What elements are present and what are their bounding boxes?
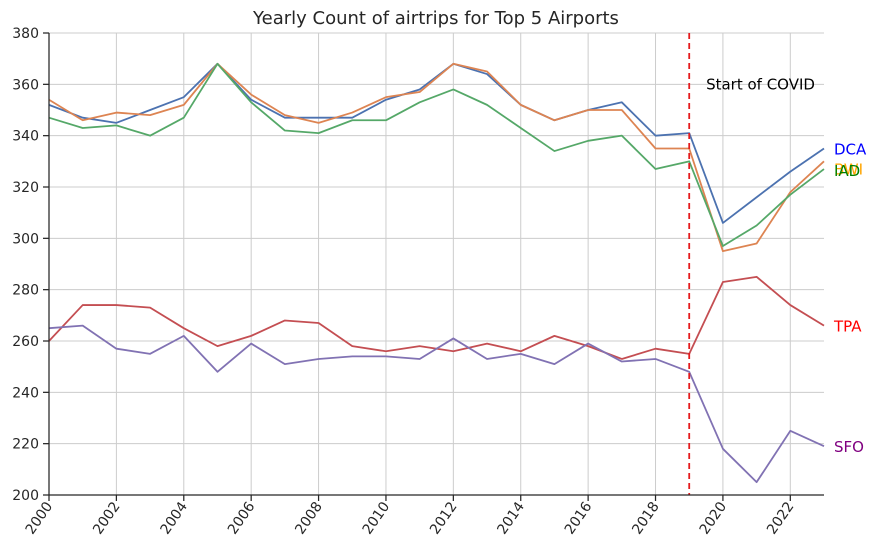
x-tick-label: 2016 <box>562 499 596 537</box>
x-tick: 2018 <box>629 495 663 537</box>
x-tick: 2008 <box>292 495 326 537</box>
series-label-sfo: SFO <box>834 438 864 456</box>
x-tick-label: 2010 <box>360 499 394 537</box>
x-tick: 2014 <box>494 495 528 537</box>
grid <box>48 32 824 496</box>
x-tick: 2016 <box>562 495 596 537</box>
series-line-bwi <box>48 62 825 253</box>
y-tick: 360 <box>12 77 49 93</box>
x-tick: 2012 <box>427 495 461 537</box>
x-tick: 2010 <box>360 495 394 537</box>
y-tick: 380 <box>12 26 49 42</box>
y-tick-label: 240 <box>12 385 39 401</box>
x-tick-label: 2012 <box>427 499 461 537</box>
y-tick-label: 280 <box>12 283 39 299</box>
x-tick-label: 2014 <box>494 499 528 537</box>
x-tick: 2004 <box>158 495 192 537</box>
x-tick-label: 2000 <box>23 499 57 537</box>
x-tick-label: 2004 <box>158 499 192 537</box>
covid-annotation: Start of COVID <box>706 75 815 93</box>
x-tick-label: 2006 <box>225 499 259 537</box>
x-tick: 2006 <box>225 495 259 537</box>
series-line-iad <box>48 62 825 247</box>
series-label-tpa: TPA <box>833 318 862 336</box>
y-tick-label: 360 <box>12 77 39 93</box>
x-tick: 2020 <box>697 495 731 537</box>
y-tick-label: 340 <box>12 129 39 145</box>
x-tick-label: 2008 <box>292 499 326 537</box>
annotation-layer: Start of COVID <box>688 33 815 495</box>
y-tick: 220 <box>12 437 49 453</box>
x-tick-label: 2020 <box>697 499 731 537</box>
y-tick-label: 260 <box>12 334 39 350</box>
x-tick-label: 2022 <box>764 499 798 537</box>
y-tick: 260 <box>12 334 49 350</box>
x-tick: 2022 <box>764 495 798 537</box>
x-tick-label: 2002 <box>90 499 124 537</box>
y-tick: 300 <box>12 231 49 247</box>
y-tick-label: 380 <box>12 26 39 42</box>
chart-title: Yearly Count of airtrips for Top 5 Airpo… <box>252 8 619 29</box>
series-line-dca <box>48 62 825 224</box>
y-tick-label: 320 <box>12 180 39 196</box>
y-tick-label: 200 <box>12 488 39 504</box>
y-tick: 240 <box>12 385 49 401</box>
y-tick: 320 <box>12 180 49 196</box>
series-layer <box>48 62 825 484</box>
series-label-bwi: BWI <box>834 160 863 178</box>
x-tick: 2002 <box>90 495 124 537</box>
y-tick: 200 <box>12 488 49 504</box>
series-label-dca: DCA <box>834 141 867 159</box>
x-tick-label: 2018 <box>629 499 663 537</box>
y-tick-label: 220 <box>12 437 39 453</box>
y-tick-label: 300 <box>12 231 39 247</box>
series-label-iad: IAD <box>834 162 860 180</box>
y-tick: 340 <box>12 129 49 145</box>
y-tick: 280 <box>12 283 49 299</box>
series-line-sfo <box>48 324 825 484</box>
